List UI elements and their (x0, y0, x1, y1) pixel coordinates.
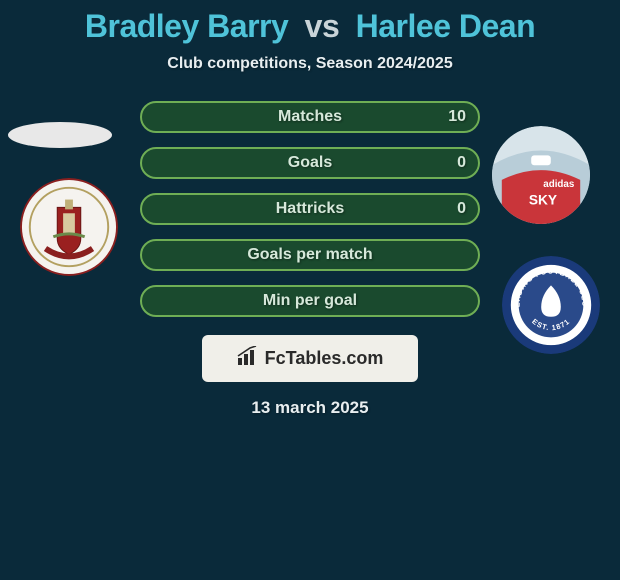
stat-right-value: 0 (457, 154, 466, 172)
stat-row-matches: Matches 10 (140, 101, 480, 133)
brand-text: FcTables.com (265, 348, 384, 369)
stats-list: Matches 10 Goals 0 Hattricks 0 Goals per… (140, 101, 480, 317)
stat-row-gpm: Goals per match (140, 239, 480, 271)
bar-chart-icon (237, 346, 259, 371)
player-2-photo: adidas SKY (492, 126, 590, 224)
brand-suffix: .com (341, 348, 383, 368)
stat-row-hattricks: Hattricks 0 (140, 193, 480, 225)
season-subtitle: Club competitions, Season 2024/2025 (0, 55, 620, 73)
svg-text:adidas: adidas (543, 179, 575, 190)
brand-prefix: Fc (265, 348, 286, 368)
brand-watermark: FcTables.com (202, 335, 418, 382)
player-1-photo (8, 122, 112, 148)
vs-separator: vs (305, 8, 340, 44)
club-1-crest (20, 178, 118, 276)
club-2-crest: READING FOOTBALL CLUB EST. 1871 (502, 256, 600, 354)
stat-right-value: 10 (448, 108, 466, 126)
infographic-date: 13 march 2025 (0, 398, 620, 418)
stat-row-goals: Goals 0 (140, 147, 480, 179)
stat-label: Hattricks (276, 200, 344, 218)
stat-right-value: 0 (457, 200, 466, 218)
stat-row-mpg: Min per goal (140, 285, 480, 317)
comparison-title: Bradley Barry vs Harlee Dean (0, 0, 620, 45)
brand-main: Tables (286, 348, 342, 368)
stat-label: Matches (278, 108, 342, 126)
svg-text:SKY: SKY (529, 192, 557, 207)
player-2-name: Harlee Dean (356, 8, 535, 44)
player-1-name: Bradley Barry (85, 8, 288, 44)
stat-label: Goals (288, 154, 332, 172)
stat-label: Goals per match (247, 246, 372, 264)
stat-label: Min per goal (263, 292, 357, 310)
